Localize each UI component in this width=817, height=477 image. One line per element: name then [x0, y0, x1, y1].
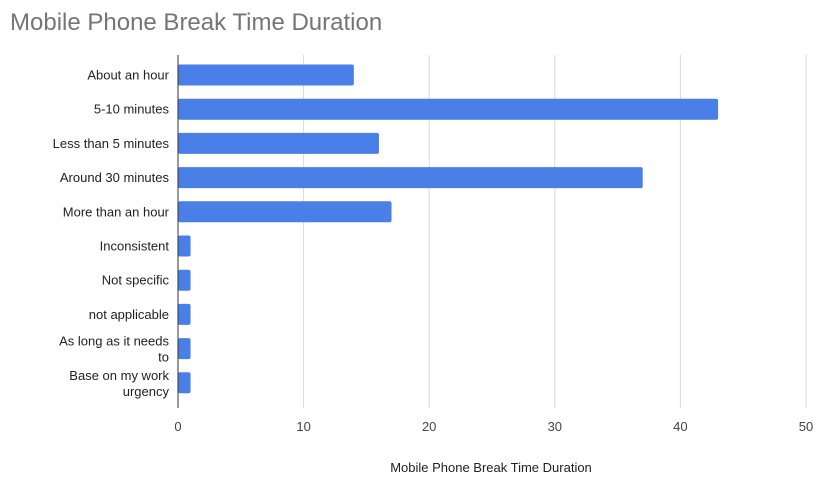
category-label: Inconsistent: [100, 239, 170, 254]
x-tick-label: 20: [422, 419, 436, 434]
bar: [178, 372, 191, 394]
bar: [178, 303, 191, 325]
category-label: Less than 5 minutes: [53, 136, 170, 151]
bar: [178, 132, 379, 154]
category-labels: About an hour 5-10 minutes Less than 5 min…: [53, 68, 170, 399]
category-label: 5-10 minutes: [94, 102, 170, 117]
category-label: Around 30 minutes: [60, 170, 170, 185]
bar: [178, 201, 392, 223]
category-label: Not specific: [102, 273, 170, 288]
bar: [178, 98, 719, 120]
category-label: not applicable: [89, 307, 169, 322]
category-label: As long as it needs to: [59, 334, 169, 365]
chart-title: Mobile Phone Break Time Duration: [10, 9, 382, 36]
x-tick-label: 50: [799, 419, 813, 434]
x-tick-label: 40: [673, 419, 687, 434]
bar: [178, 64, 354, 86]
bar: [178, 235, 191, 257]
bar: [178, 338, 191, 360]
bar: [178, 167, 643, 189]
x-axis-title: Mobile Phone Break Time Duration: [390, 460, 592, 475]
x-tick-label: 0: [174, 419, 181, 434]
category-label: More than an hour: [63, 204, 170, 219]
bars: [178, 64, 719, 394]
x-tick-labels: 0 10 20 30 40 50: [174, 419, 813, 434]
bar: [178, 269, 191, 291]
category-label: Base on my work urgency: [69, 368, 169, 399]
x-tick-label: 10: [296, 419, 310, 434]
x-tick-label: 30: [548, 419, 562, 434]
category-label: About an hour: [87, 68, 169, 83]
